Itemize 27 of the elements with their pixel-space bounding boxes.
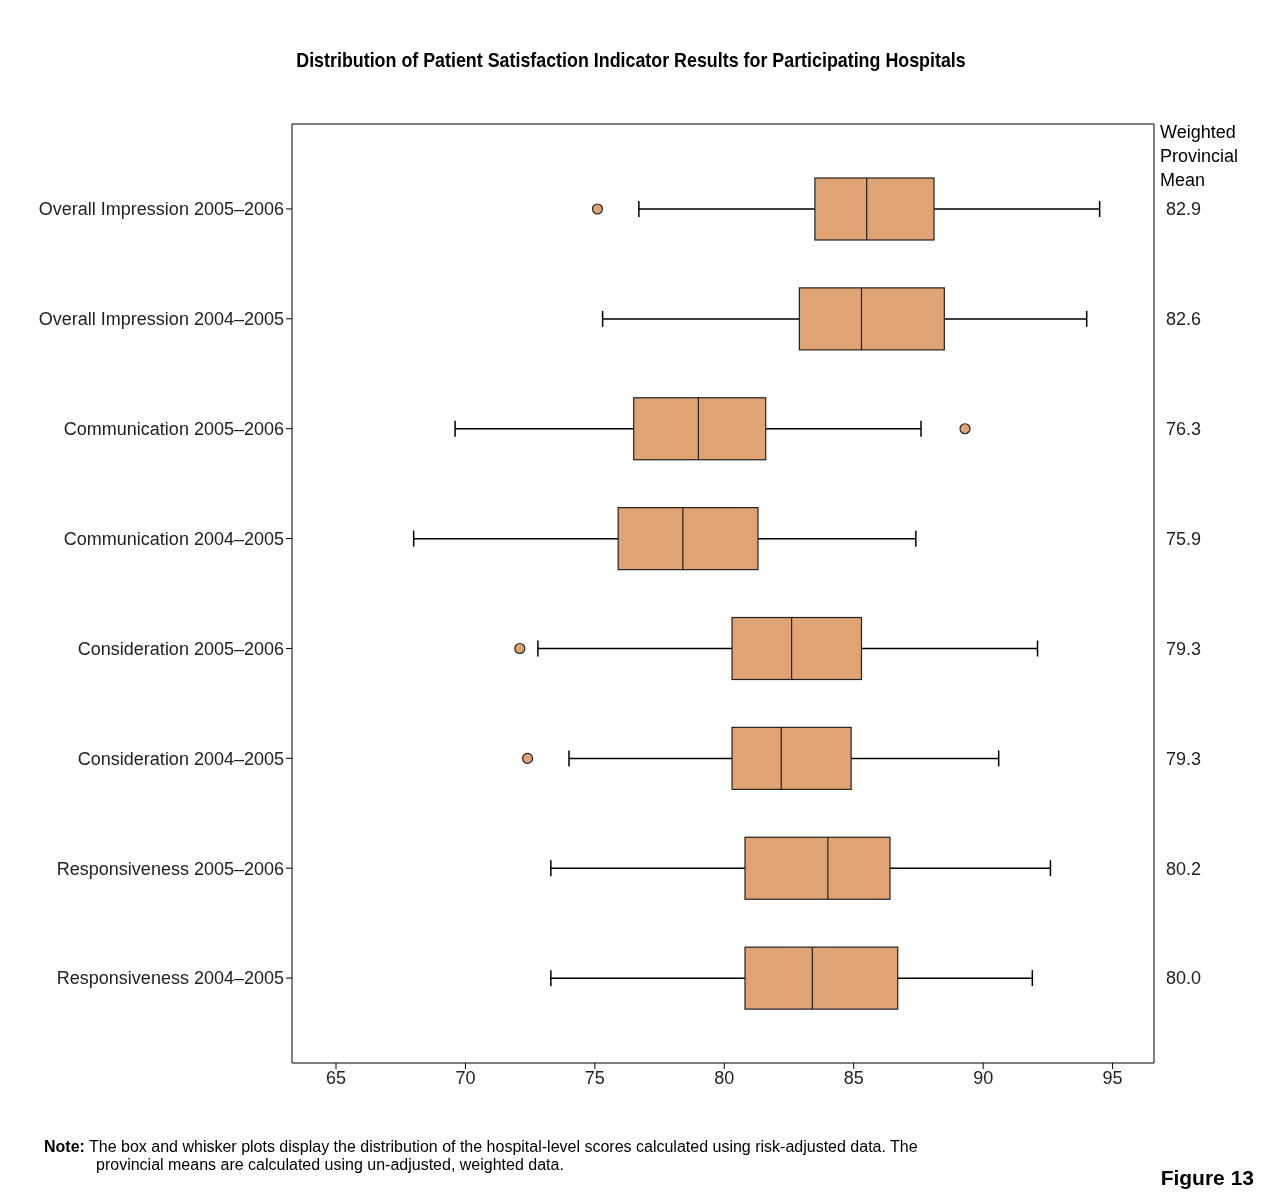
text: 79.3 — [1166, 638, 1202, 659]
x-tick-label: 85 — [843, 1067, 864, 1088]
text: 79.3 — [1166, 748, 1202, 769]
x-tick-label: 90 — [973, 1067, 994, 1088]
text: 80.0 — [1166, 968, 1202, 989]
chart-title: Distribution of Patient Satisfaction Indicator Results for Participating Hospitals — [295, 47, 967, 73]
text: 76.3 — [1166, 419, 1202, 440]
caption: Figure 13 — [1160, 1166, 1254, 1190]
y-tick-label: Responsiveness 2005–2006 — [56, 858, 284, 879]
y-tick-label: Overall Impression 2004–2005 — [38, 309, 284, 330]
x-tick-label: 95 — [1102, 1067, 1123, 1088]
y-tick-label: Communication 2005–2006 — [63, 419, 284, 440]
y-tick-label: Overall Impression 2005–2006 — [38, 199, 284, 220]
text: 75.9 — [1166, 528, 1202, 549]
x-tick-label: 65 — [325, 1067, 347, 1088]
text: 80.2 — [1166, 858, 1202, 879]
y-tick-label: Consideration 2005–2006 — [77, 638, 284, 659]
x-tick-label: 80 — [714, 1067, 735, 1088]
x-tick-label: 75 — [584, 1067, 605, 1088]
text: 82.9 — [1166, 199, 1202, 220]
y-tick-label: Responsiveness 2004–2005 — [56, 968, 284, 989]
y2-axis-title: Weighted Provincial Mean — [1160, 121, 1240, 192]
y-tick-label: Consideration 2004–2005 — [77, 748, 284, 769]
text: Note: The box and whisker plots display the distribution of the hospital-level scores calculated using risk-adjusted data. The provincial means are calculated using un-adjusted, weighted data. — [44, 1138, 919, 1174]
text: 82.6 — [1166, 309, 1202, 330]
y-tick-label: Communication 2004–2005 — [63, 528, 284, 549]
x-tick-label: 70 — [455, 1067, 476, 1088]
